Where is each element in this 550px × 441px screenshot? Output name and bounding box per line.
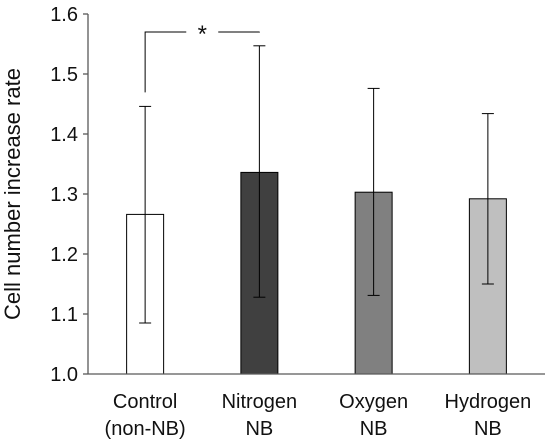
category-label: Nitrogen (222, 391, 298, 413)
bars-group (126, 171, 507, 375)
category-label: Hydrogen (445, 391, 532, 413)
significance-bracket-left (144, 31, 187, 93)
category-label: Control (113, 391, 177, 413)
y-tick-label: 1.1 (50, 304, 78, 326)
y-axis: 1.0 1.1 1.2 1.3 1.4 1.5 1.6 (50, 4, 89, 386)
category-label: NB (474, 418, 502, 440)
y-tick-label: 1.5 (50, 64, 78, 86)
significance-marker: * (144, 21, 260, 93)
y-tick-label: 1.3 (50, 184, 78, 206)
y-tick-label: 1.2 (50, 244, 78, 266)
y-axis-title: Cell number increase rate (0, 68, 25, 320)
category-label: NB (360, 418, 388, 440)
category-label: Oxygen (339, 391, 408, 413)
category-label: NB (245, 418, 273, 440)
category-label: (non-NB) (105, 418, 186, 440)
significance-star: * (198, 21, 207, 48)
y-tick-label: 1.6 (50, 4, 78, 26)
y-tick-label: 1.4 (50, 124, 78, 146)
error-bars-group (139, 45, 494, 324)
y-tick-label: 1.0 (50, 364, 78, 386)
bar (468, 198, 507, 375)
x-axis: Control (non-NB) Nitrogen NB Oxygen NB Hydroge… (88, 373, 545, 440)
